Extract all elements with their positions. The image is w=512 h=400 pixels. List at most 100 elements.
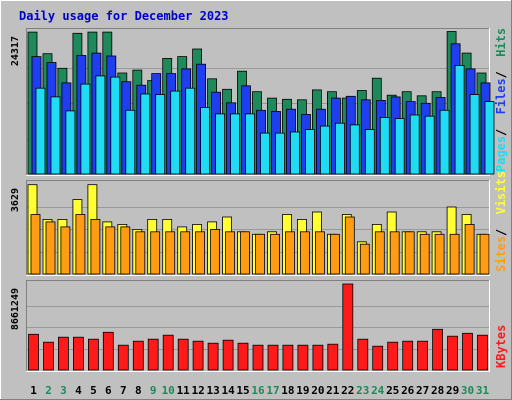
bar-sites-day-3 (60, 226, 71, 275)
chart-title: Daily usage for December 2023 (19, 9, 229, 23)
panel-kbytes: 8661249 KBytes (10, 280, 508, 372)
bar-kbytes-day-27 (417, 340, 429, 371)
x-tick-label-day-8: 8 (135, 384, 142, 397)
panel-visits-sites: 3629 Sites / Visits (10, 171, 508, 276)
bar-kbytes-day-20 (312, 344, 324, 371)
bar-kbytes-day-19 (297, 344, 309, 371)
bar-pages-day-23 (364, 129, 375, 175)
series-pages (35, 65, 495, 175)
bar-pages-day-5 (95, 75, 106, 175)
bar-pages-day-3 (65, 110, 76, 175)
x-tick-label-day-5: 5 (90, 384, 97, 397)
x-tick-label-day-26: 26 (401, 384, 415, 397)
bar-kbytes-day-9 (147, 338, 159, 371)
bar-sites-day-7 (120, 226, 131, 275)
bar-kbytes-day-28 (432, 328, 444, 371)
bar-kbytes-day-26 (402, 340, 414, 371)
x-tick-label-day-12: 12 (191, 384, 204, 397)
bar-pages-day-17 (275, 132, 285, 175)
bar-kbytes-day-12 (192, 340, 204, 371)
x-tick-label-day-31: 31 (476, 384, 490, 397)
bar-kbytes-day-22 (342, 283, 354, 371)
bar-pages-day-26 (409, 114, 420, 175)
bar-sites-day-20 (314, 231, 325, 275)
legend-kbytes: KBytes (494, 325, 508, 368)
bar-sites-day-22 (344, 216, 355, 275)
bar-sites-day-30 (464, 223, 475, 275)
bar-sites-day-23 (359, 243, 370, 275)
legend-separator: / (494, 229, 508, 236)
legend-visits: Visits (494, 171, 508, 214)
bar-sites-day-26 (404, 231, 415, 275)
x-tick-label-day-24: 24 (371, 384, 385, 397)
bar-sites-day-14 (225, 231, 236, 275)
bar-kbytes-day-8 (132, 340, 144, 371)
bar-sites-day-28 (434, 233, 445, 275)
bar-kbytes-day-5 (88, 338, 99, 371)
bar-sites-day-18 (285, 231, 295, 275)
bar-kbytes-day-15 (237, 342, 249, 371)
bar-pages-day-25 (394, 118, 405, 175)
bar-pages-day-2 (50, 96, 61, 175)
bar-sites-day-12 (195, 231, 206, 275)
panel-hits-files-pages: 24317 Pages / Files / Hits (10, 28, 508, 176)
legend-files: Files (494, 78, 508, 114)
x-tick-label-day-29: 29 (446, 384, 459, 397)
x-tick-label-day-4: 4 (75, 384, 82, 397)
bar-kbytes-day-6 (102, 331, 114, 371)
legend-hits: Hits (494, 28, 508, 57)
x-tick-label-day-3: 3 (60, 384, 67, 397)
bar-kbytes-day-30 (462, 332, 473, 371)
x-tick-label-day-7: 7 (120, 384, 127, 397)
bar-sites-day-24 (374, 231, 385, 275)
x-tick-label-day-30: 30 (461, 384, 474, 397)
bar-kbytes-day-10 (162, 334, 174, 371)
bar-sites-day-27 (419, 233, 430, 275)
bar-sites-day-29 (449, 233, 460, 275)
bar-sites-day-25 (389, 231, 400, 275)
bar-kbytes-day-3 (58, 336, 69, 371)
x-tick-label-day-17: 17 (266, 384, 279, 397)
bar-pages-day-16 (260, 132, 270, 175)
bar-sites-day-5 (90, 218, 101, 275)
bar-pages-day-24 (379, 117, 390, 175)
x-tick-label-day-19: 19 (296, 384, 309, 397)
x-tick-label-day-15: 15 (236, 384, 249, 397)
bar-pages-day-28 (439, 109, 450, 175)
x-tick-label-day-11: 11 (177, 384, 191, 397)
bar-pages-day-30 (469, 94, 480, 175)
bar-kbytes-day-31 (477, 334, 488, 371)
x-axis: 1 2 3 4 5 6 7 8 9 10 11 12 13 14 15 16 17 18 19 20 21 22 23 24 2… (30, 384, 489, 397)
bar-sites-day-31 (479, 233, 490, 275)
bar-pages-day-29 (454, 65, 465, 175)
bar-kbytes-day-21 (327, 343, 339, 371)
bar-sites-day-13 (210, 228, 221, 275)
x-tick-label-day-13: 13 (206, 384, 219, 397)
x-tick-label-day-1: 1 (30, 384, 37, 397)
y-max-label: 8661249 (10, 288, 21, 330)
bar-kbytes-day-4 (73, 336, 84, 371)
bar-sites-day-21 (329, 233, 340, 275)
bar-sites-day-9 (150, 231, 161, 275)
bar-pages-day-31 (484, 101, 495, 175)
bar-pages-day-13 (215, 113, 226, 175)
x-tick-label-day-9: 9 (150, 384, 157, 397)
bar-kbytes-day-7 (117, 344, 129, 371)
series-sites (30, 214, 490, 275)
bar-pages-day-14 (230, 113, 241, 175)
bar-sites-day-2 (45, 221, 56, 275)
bar-sites-day-8 (135, 231, 146, 275)
bar-pages-day-22 (349, 124, 360, 175)
bar-pages-day-9 (155, 94, 166, 175)
legend-pages: Pages (494, 136, 508, 172)
bar-pages-day-10 (170, 90, 181, 175)
bar-pages-day-18 (290, 131, 300, 175)
bar-kbytes-day-25 (387, 341, 399, 371)
bar-pages-day-8 (140, 93, 151, 175)
bar-kbytes-day-1 (28, 333, 39, 371)
bar-pages-day-12 (200, 107, 211, 175)
bar-kbytes-day-14 (222, 339, 234, 371)
y-max-label: 3629 (10, 188, 21, 212)
x-tick-label-day-6: 6 (105, 384, 112, 397)
